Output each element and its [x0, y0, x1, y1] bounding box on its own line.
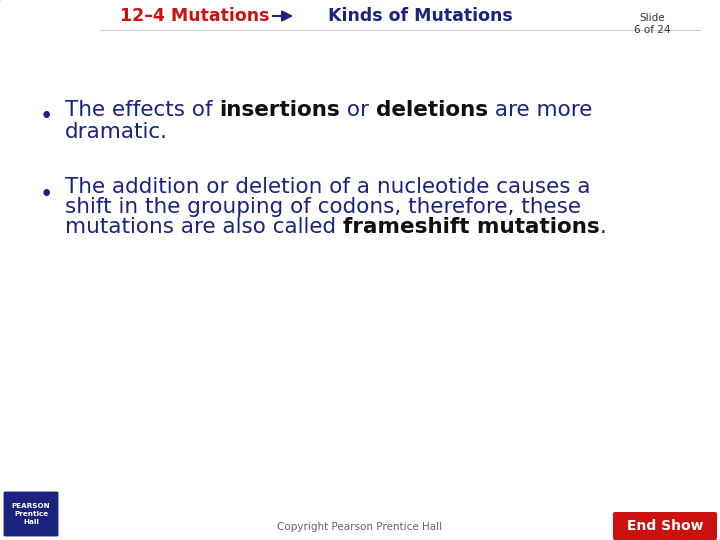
FancyBboxPatch shape: [3, 491, 59, 537]
Text: mutations are also called: mutations are also called: [65, 217, 343, 237]
Text: deletions: deletions: [376, 100, 488, 120]
Text: or: or: [341, 100, 376, 120]
Text: Copyright Pearson Prentice Hall: Copyright Pearson Prentice Hall: [277, 522, 443, 532]
Text: frameshift mutations: frameshift mutations: [343, 217, 600, 237]
Text: PEARSON
Prentice
Hall: PEARSON Prentice Hall: [12, 503, 50, 524]
Text: The effects of: The effects of: [65, 100, 220, 120]
Text: insertions: insertions: [220, 100, 341, 120]
Text: shift in the grouping of codons, therefore, these: shift in the grouping of codons, therefo…: [65, 197, 581, 217]
Text: Slide
6 of 24: Slide 6 of 24: [634, 13, 670, 35]
Text: 12–4 Mutations: 12–4 Mutations: [120, 7, 270, 25]
Text: •: •: [40, 105, 53, 127]
Text: are more: are more: [488, 100, 593, 120]
Text: End Show: End Show: [626, 519, 703, 533]
Text: •: •: [40, 183, 53, 206]
Text: dramatic.: dramatic.: [65, 122, 168, 142]
Text: .: .: [600, 217, 607, 237]
Text: The addition or deletion of a nucleotide causes a: The addition or deletion of a nucleotide…: [65, 177, 590, 197]
Text: Kinds of Mutations: Kinds of Mutations: [328, 7, 513, 25]
FancyBboxPatch shape: [613, 512, 717, 540]
